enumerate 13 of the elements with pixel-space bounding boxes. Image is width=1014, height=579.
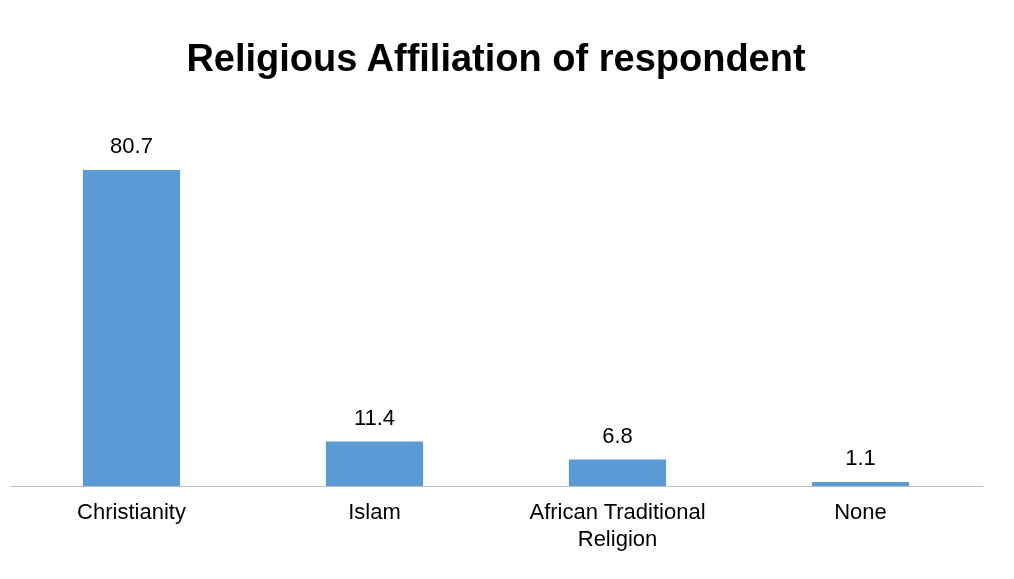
x-tick-label: None — [834, 499, 887, 525]
x-tick-label: African Traditional Religion — [529, 499, 706, 551]
data-label: 1.1 — [845, 444, 876, 470]
chart-title: Religious Affiliation of respondent — [186, 37, 806, 80]
data-label: 6.8 — [602, 422, 633, 448]
bar — [811, 481, 910, 487]
bar — [82, 170, 181, 487]
x-tick-label: Islam — [348, 499, 401, 525]
x-tick-label: Christianity — [77, 499, 186, 525]
bar — [568, 459, 667, 487]
data-label: 11.4 — [353, 404, 396, 430]
bar — [325, 441, 424, 487]
data-label: 80.7 — [110, 133, 153, 159]
